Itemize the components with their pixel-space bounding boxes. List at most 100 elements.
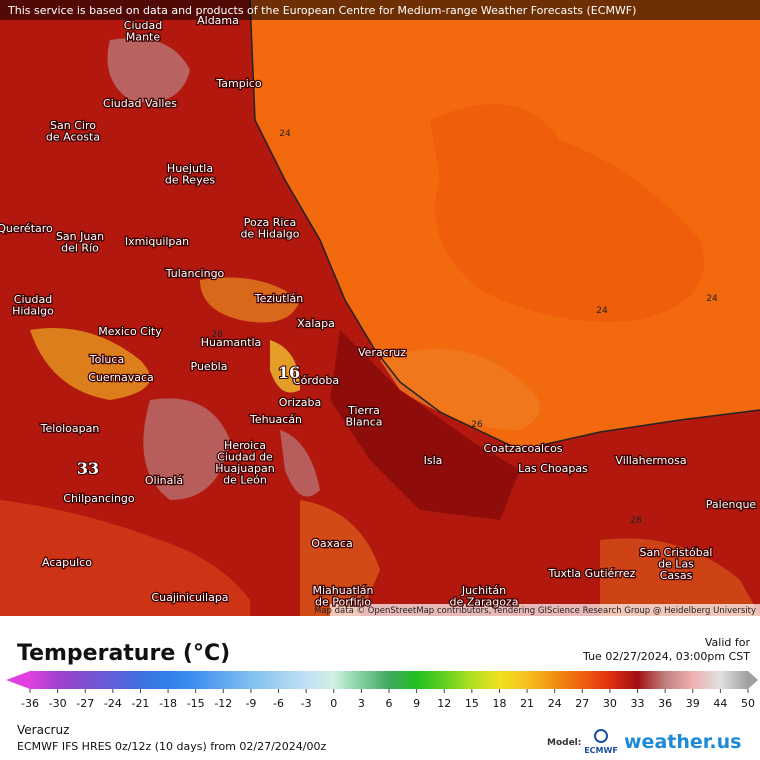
colorbar-tick-label: 50 <box>741 697 755 710</box>
city-label: Oaxaca <box>311 537 352 550</box>
city-label: de Porfirio <box>315 596 371 609</box>
colorbar-tick-label: -15 <box>187 697 205 710</box>
city-label: Xalapa <box>297 317 335 330</box>
city-label: Mante <box>126 31 161 44</box>
contour-label: 24 <box>279 129 291 139</box>
colorbar-gradient <box>30 671 748 689</box>
city-label: Tehuacán <box>249 413 302 426</box>
colorbar-end <box>748 671 758 689</box>
banner: This service is based on data and produc… <box>7 4 636 17</box>
contour-label: 28 <box>211 330 223 340</box>
city-label: Isla <box>424 454 443 467</box>
city-label: Villahermosa <box>615 454 686 467</box>
city-label: Ciudad <box>124 19 162 32</box>
brand[interactable]: weather.us <box>624 731 741 753</box>
city-label: Córdoba <box>293 374 339 387</box>
city-label: de Zaragoza <box>449 596 518 609</box>
city-label: Casas <box>660 569 693 582</box>
colorbar: -36 -30 -27 -24 -21 -18 -15 -12 -9 -6 -3 0 3 6 9 12 15 18… <box>6 671 758 710</box>
city-label: Huamantla <box>201 336 262 349</box>
model-run: ECMWF IFS HRES 0z/12z (10 days) from 02/… <box>17 740 327 753</box>
city-label: Chilpancingo <box>63 492 135 505</box>
colorbar-tick-label: 3 <box>358 697 365 710</box>
city-label: Ixmiquilpan <box>125 235 189 248</box>
city-label: Mexico City <box>98 325 162 338</box>
colorbar-tick-label: 33 <box>631 697 645 710</box>
colorbar-tick-label: 30 <box>603 697 617 710</box>
city-label: Olinalá <box>145 474 183 487</box>
city-label: Ciudad Valles <box>103 97 177 110</box>
contour-label: 24 <box>596 306 608 316</box>
colorbar-tick-label: 0 <box>330 697 337 710</box>
model-name: ECMWF <box>584 746 618 755</box>
valid-label: Valid for <box>705 636 751 649</box>
city-label: San Juan <box>56 230 104 243</box>
city-label: de León <box>223 474 267 487</box>
colorbar-tick-label: 24 <box>548 697 562 710</box>
contour-label: 26 <box>471 420 483 430</box>
city-label: Blanca <box>345 416 382 429</box>
ecmwf-logo <box>594 729 608 743</box>
city-label: de Hidalgo <box>240 228 299 241</box>
contour-label: 24 <box>706 294 718 304</box>
city-label: Ciudad <box>14 293 52 306</box>
city-label: de Acosta <box>46 131 100 144</box>
city-label: Querétaro <box>0 222 53 235</box>
colorbar-tick-label: -12 <box>214 697 232 710</box>
city-label: Tierra <box>347 404 380 417</box>
location: Veracruz <box>17 723 69 737</box>
city-label: Heroica <box>224 439 266 452</box>
city-label: Teloloapan <box>40 422 100 435</box>
colorbar-tick-label: 27 <box>575 697 589 710</box>
city-label: de Las <box>658 558 694 571</box>
city-label: Palenque <box>706 498 757 511</box>
colorbar-tick-label: -36 <box>21 697 39 710</box>
city-label: Huejutla <box>167 162 213 175</box>
city-label: Poza Rica <box>244 216 296 229</box>
model-label: Model: <box>547 738 581 748</box>
colorbar-tick-label: -9 <box>245 697 256 710</box>
contour-label: 28 <box>630 516 642 526</box>
city-label: Aldama <box>197 14 239 27</box>
colorbar-tick-label: 39 <box>686 697 700 710</box>
colorbar-tick-label: 15 <box>465 697 479 710</box>
city-label: Coatzacoalcos <box>483 442 562 455</box>
colorbar-tick-label: -27 <box>76 697 94 710</box>
colorbar-start <box>6 671 30 689</box>
city-label: Tampico <box>215 77 261 90</box>
city-label: Tuxtla Gutiérrez <box>548 567 636 580</box>
colorbar-tick-label: 36 <box>658 697 672 710</box>
extreme-label: 33 <box>77 459 99 478</box>
attribution: Map data © OpenStreetMap contributors, r… <box>314 606 756 616</box>
colorbar-tick-label: -21 <box>131 697 149 710</box>
city-label: Tulancingo <box>165 267 225 280</box>
colorbar-tick-label: -24 <box>104 697 122 710</box>
city-label: de Reyes <box>165 174 215 187</box>
city-label: Cuajinicuilapa <box>151 591 228 604</box>
colorbar-tick-label: -6 <box>273 697 284 710</box>
colorbar-tick-label: -3 <box>301 697 312 710</box>
colorbar-tick-label: -30 <box>49 697 67 710</box>
colorbar-tick-label: 6 <box>386 697 393 710</box>
city-label: Teziutlán <box>254 292 304 305</box>
city-label: San Ciro <box>50 119 96 132</box>
legend-title: Temperature (°C) <box>17 641 230 666</box>
city-label: Veracruz <box>358 346 406 359</box>
valid-time: Tue 02/27/2024, 03:00pm CST <box>582 650 750 663</box>
city-label: Toluca <box>89 353 124 366</box>
city-label: Acapulco <box>42 556 92 569</box>
city-label: Miahuatlán <box>312 584 373 597</box>
city-label: del Río <box>61 242 99 255</box>
colorbar-tick-label: 9 <box>413 697 420 710</box>
city-label: Huajuapan <box>215 462 274 475</box>
map: This service is based on data and produc… <box>0 0 760 616</box>
colorbar-tick-label: 21 <box>520 697 534 710</box>
colorbar-tick-label: 44 <box>713 697 727 710</box>
city-label: Orizaba <box>279 396 321 409</box>
colorbar-tick-label: 18 <box>492 697 506 710</box>
city-label: Ciudad de <box>217 451 273 464</box>
city-label: Juchitán <box>461 584 506 597</box>
colorbar-tick-label: 12 <box>437 697 451 710</box>
